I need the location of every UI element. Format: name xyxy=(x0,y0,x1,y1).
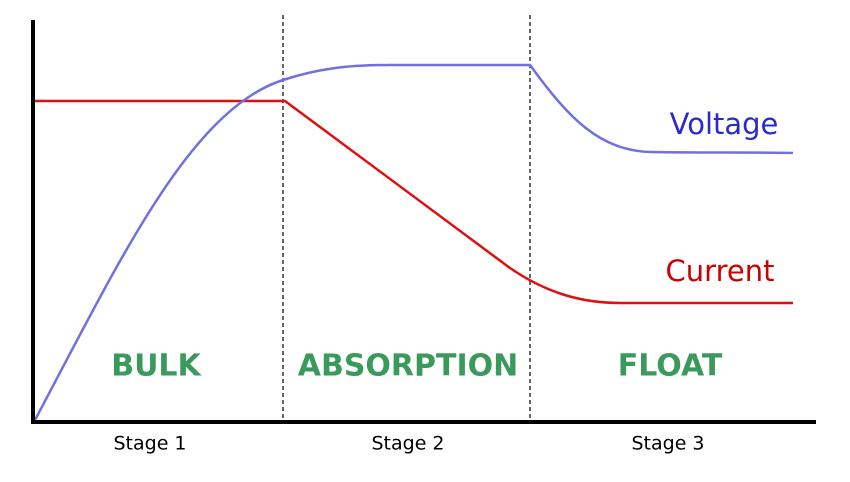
stage-label: Stage 3 xyxy=(631,433,704,455)
current-curve xyxy=(35,99,793,305)
stage-label: Stage 2 xyxy=(371,433,444,455)
stage-name: FLOAT xyxy=(618,349,723,384)
stage-name: BULK xyxy=(111,349,202,384)
curve-label: Current xyxy=(666,254,775,288)
curve-label: Voltage xyxy=(670,107,779,141)
stage-name: ABSORPTION xyxy=(298,349,519,384)
voltage-curve xyxy=(33,63,794,421)
stage-label: Stage 1 xyxy=(113,433,186,455)
